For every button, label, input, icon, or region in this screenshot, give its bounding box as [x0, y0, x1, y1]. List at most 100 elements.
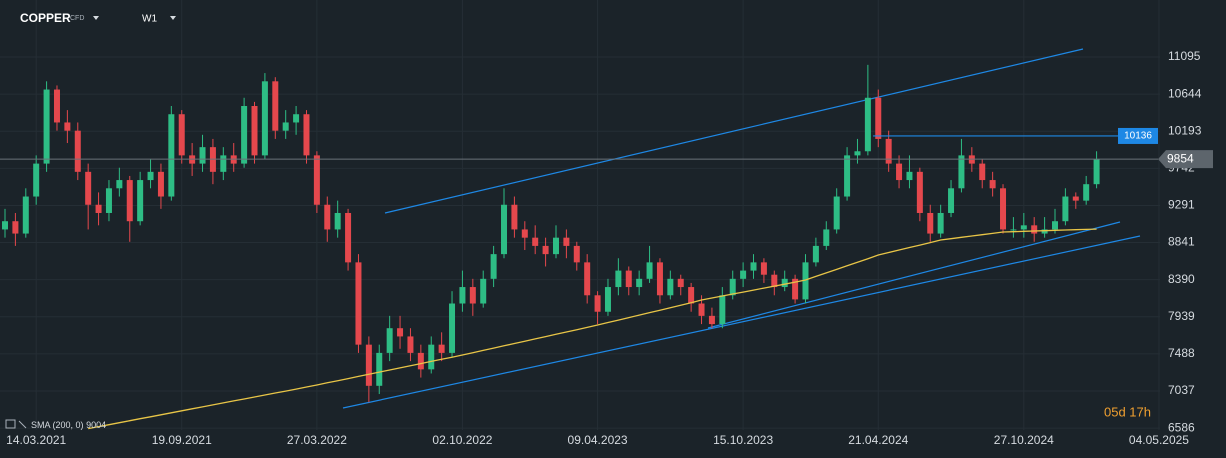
candle-body [74, 130, 81, 172]
candle-body [376, 352, 383, 386]
y-tick-label: 10644 [1168, 86, 1202, 100]
candle-body [740, 270, 747, 279]
candle-body [438, 344, 445, 353]
candle-body [937, 212, 944, 234]
candle-body [542, 245, 549, 255]
candle-body [490, 254, 497, 279]
candle-body [667, 278, 674, 296]
candle-body [979, 163, 986, 181]
candle-body [116, 180, 123, 189]
candle-body [532, 237, 539, 246]
candle-body [729, 278, 736, 296]
channel-line [707, 221, 1121, 329]
price-label: 9854 [1167, 151, 1194, 165]
candle-body [157, 171, 164, 197]
candle-body [552, 237, 559, 255]
candle-body [33, 163, 40, 197]
candle-body [594, 295, 601, 312]
candle-body [1041, 229, 1048, 234]
candle-body [792, 278, 799, 300]
candle-body [656, 262, 663, 296]
indicator-value: 9004 [86, 420, 106, 430]
candle-body [95, 204, 102, 213]
candle-body [469, 287, 476, 304]
candle-body [948, 188, 955, 213]
candle-body [760, 262, 767, 275]
candle-body [802, 262, 809, 300]
candle-body [916, 171, 923, 213]
candle-body [178, 114, 185, 156]
candle-body [417, 352, 424, 370]
indicator-label: SMA (200, 0) 9004 [31, 420, 106, 430]
candle-body [896, 163, 903, 181]
candle-body [1010, 229, 1017, 231]
x-tick-label: 27.03.2022 [287, 433, 347, 447]
candle-body [428, 344, 435, 370]
candle-body [511, 204, 518, 230]
x-tick-label: 15.10.2023 [713, 433, 773, 447]
y-tick-label: 6586 [1168, 420, 1195, 434]
candle-body [105, 188, 112, 213]
grid [0, 0, 1160, 430]
y-tick-label: 8841 [1168, 235, 1195, 249]
candle-body [365, 344, 372, 386]
x-tick-label: 19.09.2021 [152, 433, 212, 447]
y-tick-label: 7939 [1168, 309, 1195, 323]
indicator-legend: SMA (200, 0) 9004 [5, 419, 106, 430]
candle-body [12, 221, 19, 234]
candle-body [604, 287, 611, 312]
candle-body [480, 278, 487, 304]
candle-body [812, 245, 819, 263]
x-tick-label: 27.10.2024 [994, 433, 1054, 447]
candle-body [2, 221, 8, 230]
level-label-box [1118, 127, 1158, 144]
candle-body [521, 229, 528, 238]
candle-body [1062, 196, 1069, 222]
candle-body [875, 97, 882, 139]
y-tick-label: 10193 [1168, 123, 1202, 137]
dropdown-arrow[interactable] [170, 16, 176, 20]
candle-body [220, 155, 227, 172]
candle-body [927, 212, 934, 234]
price-label-box [1158, 150, 1213, 169]
symbol[interactable]: COPPER [20, 11, 71, 25]
candle-body [708, 315, 715, 325]
candle-body [781, 278, 788, 288]
x-tick-label: 02.10.2022 [432, 433, 492, 447]
candle-body [719, 295, 726, 325]
candle-body [293, 114, 300, 123]
indicator-icon[interactable] [18, 420, 27, 429]
y-tick-label: 9291 [1168, 198, 1195, 212]
timeframe[interactable]: W1 [142, 14, 157, 25]
indicator-icon[interactable] [5, 419, 16, 429]
candle-body [397, 328, 404, 337]
x-tick-label: 21.04.2024 [848, 433, 908, 447]
candle-body [459, 287, 466, 304]
candle-body [64, 122, 71, 131]
candle-body [261, 81, 268, 156]
y-tick-label: 7037 [1168, 383, 1195, 397]
indicator-name: SMA [31, 420, 51, 430]
candle-body [864, 97, 871, 152]
candle-body [137, 180, 144, 222]
candle-body [386, 328, 393, 353]
candle-body [334, 212, 341, 230]
indicator-params: (200, 0) [53, 420, 84, 430]
candle-body [625, 270, 632, 288]
header: COPPER CFD W1 [20, 11, 176, 25]
candle-body [303, 114, 310, 156]
instrument-type: CFD [70, 15, 84, 22]
candle-body [449, 303, 456, 353]
dropdown-arrow[interactable] [93, 16, 99, 20]
candle-body [168, 114, 175, 197]
candle-body [750, 262, 757, 271]
candle-body [573, 245, 580, 263]
candle-body [85, 171, 92, 205]
candle-body [251, 105, 258, 156]
bar-countdown: 05d 17h [1104, 404, 1151, 419]
candle-body [345, 212, 352, 263]
channel-line [342, 235, 1141, 409]
x-tick-label: 09.04.2023 [568, 433, 628, 447]
